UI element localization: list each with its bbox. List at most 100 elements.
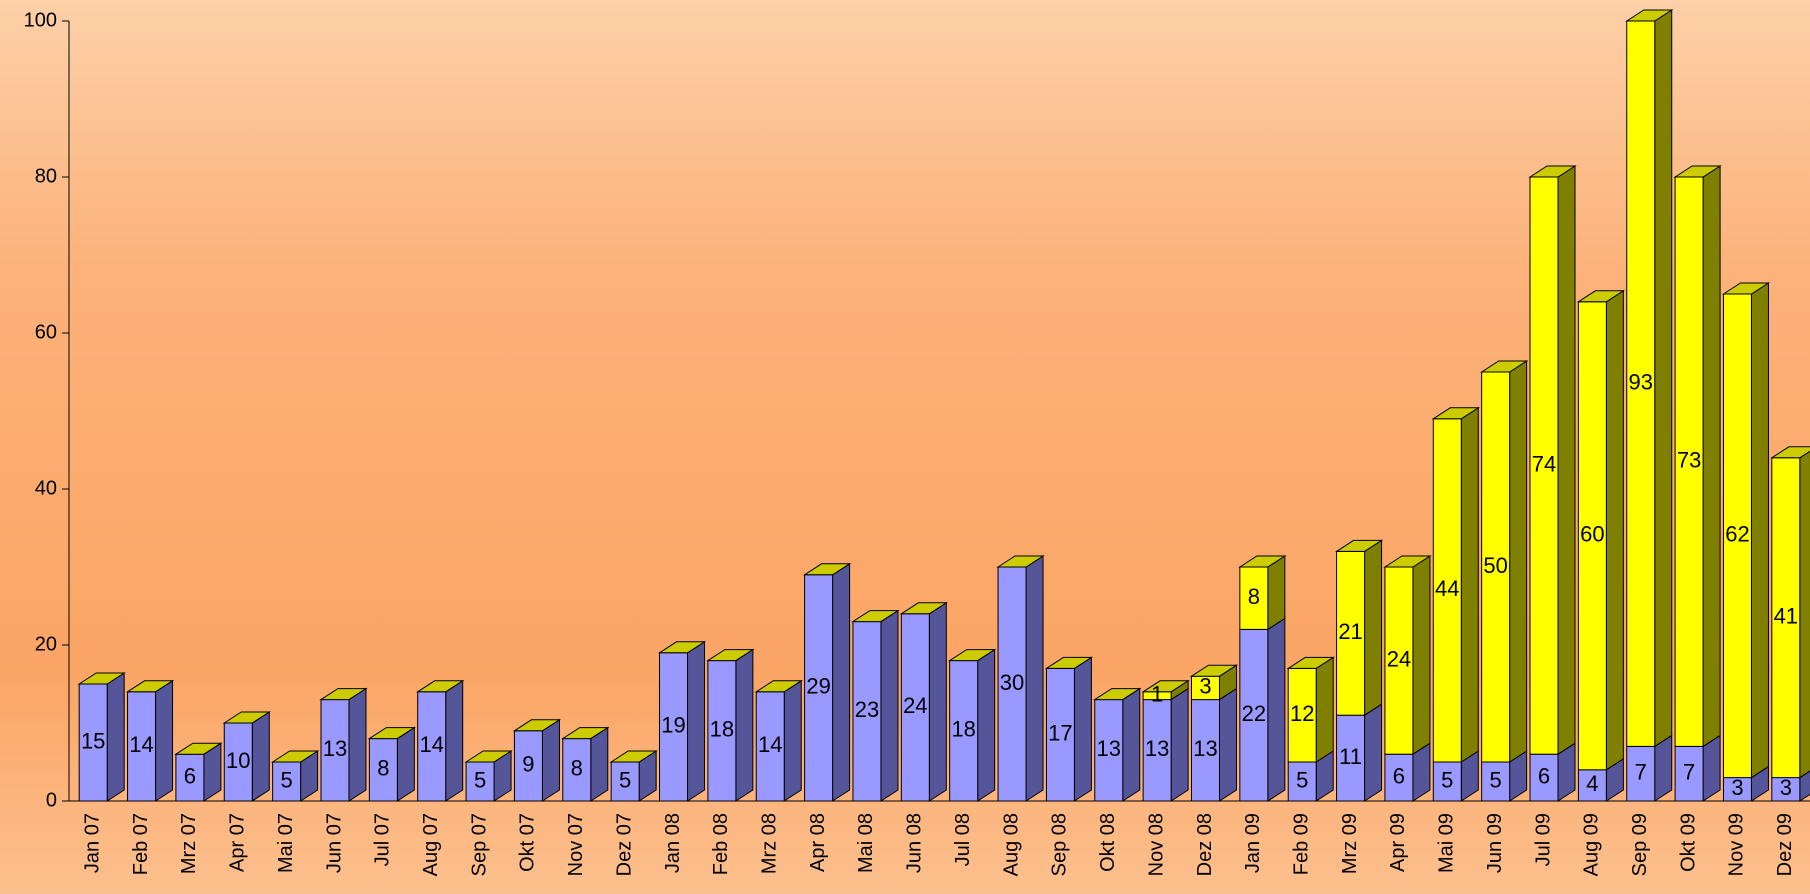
value-label: 62 (1725, 522, 1749, 547)
x-tick-label: Okt 08 (1097, 813, 1119, 872)
bar-side (1509, 360, 1528, 763)
bar (707, 660, 737, 802)
bar-top (367, 727, 417, 740)
value-label: 50 (1483, 553, 1507, 578)
value-label: 24 (903, 693, 927, 718)
bar-side (541, 718, 560, 802)
value-label: 5 (1490, 767, 1502, 792)
bar-side (1750, 282, 1769, 779)
value-label: 24 (1387, 646, 1411, 671)
bar (1239, 566, 1269, 630)
x-tick-label: Mrz 08 (759, 813, 781, 874)
value-label: 3 (1199, 674, 1211, 699)
bar-top (561, 727, 610, 740)
x-tick-label: Jun 09 (1484, 813, 1506, 873)
value-label: 5 (1441, 767, 1453, 792)
bar-top (1334, 539, 1384, 552)
bar-side (880, 609, 899, 802)
x-tick-label: Feb 08 (710, 813, 732, 875)
bar-side (251, 711, 270, 802)
bar (1287, 761, 1317, 802)
value-label: 6 (1538, 763, 1550, 788)
bar-side (1025, 555, 1044, 802)
bar-side (348, 687, 367, 802)
bar-side (977, 648, 996, 802)
y-tick-label: 80 (35, 165, 57, 187)
bar-side (1702, 165, 1721, 748)
value-label: 13 (1097, 736, 1121, 761)
bar-top (125, 680, 175, 693)
bar-top (464, 750, 513, 763)
bar-side (1605, 289, 1624, 771)
bar-side (155, 679, 174, 802)
value-label: 41 (1774, 604, 1798, 629)
x-tick-label: Nov 08 (1145, 813, 1167, 876)
value-label: 6 (1393, 763, 1405, 788)
bar-top (1044, 656, 1094, 669)
x-tick-label: Jan 08 (662, 813, 684, 873)
value-label: 13 (1193, 736, 1217, 761)
x-tick-label: Aug 07 (420, 813, 442, 876)
bar-top (996, 555, 1045, 568)
bar-side (783, 679, 802, 802)
x-tick-label: Aug 08 (1000, 813, 1022, 876)
bar-side (1654, 9, 1673, 748)
value-label: 93 (1628, 370, 1652, 395)
x-tick-label: Jul 09 (1532, 813, 1554, 866)
x-tick-label: Okt 07 (517, 813, 539, 872)
x-tick-label: Mai 08 (855, 813, 877, 873)
value-label: 18 (710, 717, 734, 742)
value-label: 7 (1635, 760, 1647, 785)
bar (610, 761, 640, 802)
x-tick-label: Jun 08 (904, 813, 926, 873)
bar (1432, 418, 1462, 763)
bar-side (687, 640, 706, 802)
bar-top (706, 649, 755, 662)
bar-side (1799, 450, 1810, 779)
bar-top (1238, 555, 1287, 568)
bar (417, 691, 447, 802)
bar-side (590, 726, 609, 802)
value-label: 44 (1435, 576, 1459, 601)
value-label: 29 (806, 674, 830, 699)
bar-top (1431, 407, 1480, 420)
value-label: 5 (1296, 767, 1308, 792)
x-tick-label: Mrz 09 (1339, 813, 1361, 874)
x-tick-label: Jan 09 (1242, 813, 1264, 873)
x-tick-label: Aug 09 (1581, 813, 1603, 876)
bar-top (1141, 680, 1190, 693)
bar (1336, 714, 1366, 802)
bar (1336, 550, 1366, 716)
y-tick-label: 100 (24, 9, 57, 31)
bar-side (106, 672, 125, 802)
bar-top (657, 641, 707, 654)
bar (1384, 753, 1414, 802)
bar (1722, 293, 1752, 779)
y-tick-label: 40 (35, 477, 57, 499)
bar-side (445, 679, 464, 802)
value-label: 8 (377, 756, 389, 781)
value-label: 73 (1677, 448, 1701, 473)
bar (949, 660, 979, 802)
value-label: 60 (1580, 522, 1604, 547)
bar-top (802, 563, 852, 576)
bar (997, 566, 1027, 802)
bar-side (396, 726, 415, 802)
bar-side (1315, 656, 1334, 763)
x-tick-label: Apr 07 (227, 813, 249, 872)
bar (1674, 176, 1704, 747)
bar-top (899, 602, 949, 615)
bar-top (1625, 9, 1674, 22)
bar (900, 613, 930, 802)
x-tick-label: Jun 07 (323, 813, 345, 873)
bar (1481, 371, 1511, 763)
value-label: 13 (323, 736, 347, 761)
bar-side (735, 648, 754, 802)
value-label: 19 (661, 713, 685, 738)
value-label: 12 (1290, 701, 1314, 726)
value-label: 15 (81, 728, 105, 753)
value-label: 14 (758, 732, 782, 757)
x-tick-label: Sep 08 (1049, 813, 1071, 876)
bar-top (1721, 282, 1771, 295)
